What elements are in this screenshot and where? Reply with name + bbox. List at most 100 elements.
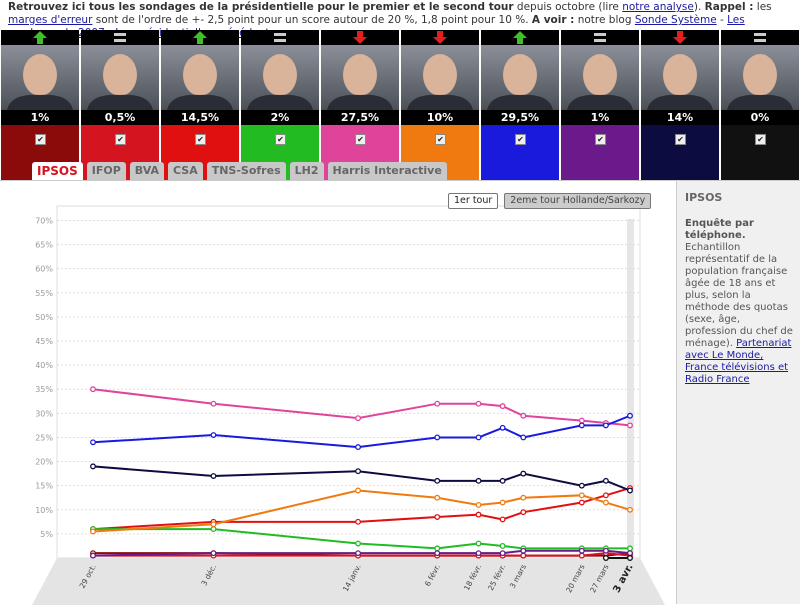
face xyxy=(263,54,297,96)
sidebar-title: IPSOS xyxy=(685,191,723,204)
tab[interactable]: BVA xyxy=(129,162,164,180)
series-line xyxy=(93,528,630,550)
point xyxy=(627,422,633,429)
checkbox[interactable]: ✔ xyxy=(195,134,206,145)
point xyxy=(434,434,441,441)
point xyxy=(434,545,441,552)
shoulders xyxy=(647,94,713,110)
link[interactable]: Sonde Système xyxy=(634,14,717,26)
point xyxy=(602,422,609,429)
candidate[interactable]: 14% ✔ xyxy=(641,30,719,180)
face xyxy=(343,54,377,96)
candidate[interactable]: 29,5% ✔ xyxy=(481,30,559,180)
y-tick-label: 50% xyxy=(35,313,53,322)
shoulders xyxy=(327,94,393,110)
candidate[interactable]: 27,5% ✔ xyxy=(321,30,399,180)
candidate[interactable]: 10% ✔ xyxy=(401,30,479,180)
candidate[interactable]: 0% ✔ xyxy=(721,30,799,180)
current-band xyxy=(627,219,634,558)
candidate[interactable]: 1% ✔ xyxy=(1,30,79,180)
trend xyxy=(481,30,559,45)
point xyxy=(210,526,217,533)
portrait xyxy=(407,54,473,110)
point xyxy=(355,550,362,557)
point xyxy=(355,518,362,525)
point xyxy=(520,412,527,419)
point xyxy=(520,470,527,477)
point xyxy=(520,509,527,516)
point xyxy=(475,550,482,557)
arrow-down xyxy=(353,31,367,44)
link[interactable]: marges d'erreur xyxy=(8,14,93,26)
y-tick-label: 15% xyxy=(35,482,53,491)
tab[interactable]: LH2 xyxy=(289,162,324,180)
y-tick-label: 45% xyxy=(35,337,53,346)
sidebar-lead: Enquête par téléphone. xyxy=(685,218,754,241)
button[interactable]: 2eme tour Hollande/Sarkozy xyxy=(504,193,652,209)
tab[interactable]: IFOP xyxy=(86,162,126,180)
portrait xyxy=(167,54,233,110)
point xyxy=(499,403,506,410)
sidebar-text: Echantillon représentatif de la populati… xyxy=(685,242,793,349)
point xyxy=(434,477,441,484)
point xyxy=(90,386,96,393)
tab[interactable]: CSA xyxy=(168,162,203,180)
candidate[interactable]: 2% ✔ xyxy=(241,30,319,180)
point xyxy=(90,528,96,535)
y-tick-label: 65% xyxy=(35,241,53,250)
x-axis-band xyxy=(32,558,665,605)
intro-segment: A voir : xyxy=(531,14,575,26)
checkbox[interactable]: ✔ xyxy=(675,134,686,145)
trend xyxy=(641,30,719,45)
series-line xyxy=(93,552,631,557)
intro-segment: sont de l'ordre de +- 2,5 point pour un … xyxy=(92,14,532,26)
point xyxy=(434,494,441,501)
tab[interactable]: Harris Interactive xyxy=(327,162,447,180)
checkbox[interactable]: ✔ xyxy=(595,134,606,145)
trend xyxy=(1,30,79,45)
checkbox[interactable]: ✔ xyxy=(115,134,126,145)
y-tick-label: 60% xyxy=(35,265,53,274)
sidebar-link[interactable]: Partenariat avec Le Monde, France télévi… xyxy=(685,338,792,385)
equal xyxy=(114,39,126,42)
checkbox[interactable]: ✔ xyxy=(435,134,446,145)
series-line xyxy=(92,414,631,449)
point xyxy=(210,473,217,479)
point xyxy=(434,550,441,557)
point xyxy=(578,482,585,489)
point xyxy=(355,444,362,451)
candidate[interactable]: 0,5% ✔ xyxy=(81,30,159,180)
score: 1% xyxy=(561,110,639,125)
link[interactable]: notre analyse xyxy=(622,1,694,13)
candidate-strip: 1% ✔ 0,5% ✔ 14,5% ✔ 2% ✔ 27,5% ✔ 10% ✔ 29,5% ✔ 1% ✔ 14% ✔… xyxy=(0,30,800,180)
checkbox[interactable]: ✔ xyxy=(755,134,766,145)
photo xyxy=(81,45,159,110)
trend-icon xyxy=(114,33,126,42)
button[interactable]: 1er tour xyxy=(448,193,499,209)
candidate[interactable]: 1% ✔ xyxy=(561,30,639,180)
point xyxy=(355,415,362,422)
point xyxy=(499,477,506,484)
intro-segment: Retrouvez ici tous les sondages de la pr… xyxy=(8,1,514,13)
point xyxy=(578,422,585,429)
point xyxy=(520,494,527,501)
arrow-up xyxy=(193,31,207,44)
tab[interactable]: IPSOS xyxy=(32,162,83,180)
point xyxy=(578,547,585,554)
checkbox[interactable]: ✔ xyxy=(35,134,46,145)
checkbox[interactable]: ✔ xyxy=(515,134,526,145)
shoulders xyxy=(247,94,313,110)
series-line xyxy=(92,465,631,492)
photo xyxy=(1,45,79,110)
checkbox[interactable]: ✔ xyxy=(355,134,366,145)
tab[interactable]: TNS-Sofres xyxy=(206,162,286,180)
score: 1% xyxy=(1,110,79,125)
y-tick-label: 55% xyxy=(35,289,53,298)
candidate[interactable]: 14,5% ✔ xyxy=(161,30,239,180)
point xyxy=(520,434,527,441)
intro-segment: depuis octobre (lire xyxy=(513,1,623,13)
arrow-down xyxy=(673,31,687,44)
y-tick-label: 30% xyxy=(35,409,53,418)
photo xyxy=(721,45,799,110)
checkbox[interactable]: ✔ xyxy=(275,134,286,145)
